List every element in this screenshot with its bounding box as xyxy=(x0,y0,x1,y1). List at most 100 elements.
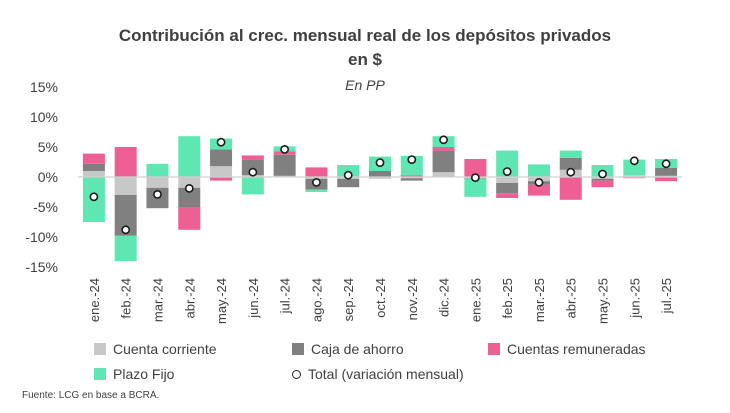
legend-label-remuneradas: Cuentas remuneradas xyxy=(507,341,646,357)
bar-segment xyxy=(146,177,169,188)
total-marker xyxy=(375,158,385,167)
x-tick-label: nov.-24 xyxy=(405,278,420,320)
legend-swatch-remuneradas xyxy=(488,343,500,355)
bar-segment xyxy=(432,172,455,177)
total-marker xyxy=(280,144,290,154)
x-tick-label: ene.-24 xyxy=(87,278,102,322)
bar-segment xyxy=(591,180,614,188)
bar-segment xyxy=(400,177,423,179)
total-marker xyxy=(629,156,639,166)
x-tick-label: sep.-24 xyxy=(341,278,356,321)
bar-segment xyxy=(655,177,678,182)
source-note: Fuente: LCG en base a BCRA. xyxy=(22,390,160,401)
chart-title-line2: en $ xyxy=(347,50,383,69)
bar-segment xyxy=(305,177,328,179)
total-marker xyxy=(598,169,607,179)
bar-segment xyxy=(210,166,233,177)
y-tick-label: -15% xyxy=(25,259,58,275)
total-marker xyxy=(534,177,544,187)
bar-segment xyxy=(623,177,646,179)
x-tick-label: may.-25 xyxy=(596,278,611,324)
bar-segment xyxy=(527,164,550,177)
bar-segment xyxy=(559,150,582,158)
y-tick-label: 0% xyxy=(38,169,58,185)
bar-segment xyxy=(369,171,391,177)
total-marker xyxy=(502,167,512,176)
legend-label-cuenta-corriente: Cuenta corriente xyxy=(113,341,217,357)
x-tick-label: feb.-25 xyxy=(500,278,515,318)
bar-segment xyxy=(496,150,519,177)
legend-swatch-caja-ahorro xyxy=(292,343,304,355)
total-marker xyxy=(184,183,194,193)
chart-subtitle: En PP xyxy=(345,77,385,93)
bar-segment xyxy=(432,150,455,173)
x-tick-label: abr.-25 xyxy=(564,278,579,318)
bar-segment xyxy=(559,177,582,200)
bar-segment xyxy=(82,153,105,164)
x-tick-label: jun.-24 xyxy=(246,278,261,319)
x-tick-label: jul.-24 xyxy=(278,278,293,314)
bar-segment xyxy=(432,147,455,151)
y-tick-label: 10% xyxy=(30,109,58,125)
x-tick-label: ene.-25 xyxy=(468,278,483,322)
bar-segment xyxy=(655,168,678,176)
bar-segment xyxy=(559,157,582,170)
bar-segment xyxy=(241,155,264,160)
bar-segment xyxy=(210,177,233,181)
bar-segment xyxy=(623,159,646,176)
bar-segment xyxy=(114,195,137,236)
bar-segment xyxy=(400,178,423,181)
x-tick-label: may.-24 xyxy=(214,278,229,324)
total-marker xyxy=(470,173,480,182)
bar-segment xyxy=(241,159,264,176)
bar-segment xyxy=(178,177,201,188)
total-marker xyxy=(407,155,417,164)
legend-label-total: Total (variación mensual) xyxy=(308,366,464,382)
legend-marker-total xyxy=(292,369,301,379)
y-tick-label: -5% xyxy=(33,199,58,215)
legend-cuenta-corriente: Cuenta corriente xyxy=(94,341,217,357)
bar-segment xyxy=(114,147,137,177)
bar-segment xyxy=(178,136,201,177)
y-tick-label: -10% xyxy=(25,229,58,245)
bar-segment xyxy=(400,156,423,176)
total-marker xyxy=(343,170,353,180)
bar-segment xyxy=(400,175,423,177)
total-marker xyxy=(153,189,162,199)
bar-segment xyxy=(527,184,550,196)
bar-segment xyxy=(337,178,360,188)
y-tick-label: 15% xyxy=(30,79,58,95)
total-marker xyxy=(216,137,226,147)
legend-caja-ahorro: Caja de ahorro xyxy=(292,341,404,357)
total-marker xyxy=(566,167,576,177)
bar-segment xyxy=(305,189,328,192)
bar-segment xyxy=(496,193,519,198)
total-marker xyxy=(89,192,99,202)
x-tick-label: abr.-24 xyxy=(182,278,197,318)
bar-segment xyxy=(178,207,201,230)
bar-segment xyxy=(305,167,328,177)
bar-segment xyxy=(146,163,169,177)
y-tick-label: 5% xyxy=(38,139,58,155)
x-tick-label: ago.-24 xyxy=(309,278,324,322)
bar-segment xyxy=(496,177,519,183)
total-marker xyxy=(121,225,131,235)
x-tick-label: jun.-25 xyxy=(627,278,642,319)
legend-swatch-cuenta-corriente xyxy=(94,343,106,355)
legend-plazo-fijo: Plazo Fijo xyxy=(94,366,174,382)
bar-segment xyxy=(178,187,201,207)
legend-remuneradas: Cuentas remuneradas xyxy=(488,341,646,357)
bar-segment xyxy=(210,149,233,167)
x-tick-label: feb.-24 xyxy=(119,278,134,318)
bar-segment xyxy=(273,154,296,176)
bar-segment xyxy=(464,178,487,197)
legend-label-caja-ahorro: Caja de ahorro xyxy=(311,341,404,357)
bar-segment xyxy=(114,177,137,195)
bar-segment xyxy=(464,159,487,177)
total-marker xyxy=(661,159,671,169)
x-tick-label: dic.-24 xyxy=(437,278,452,317)
bar-segment xyxy=(82,163,105,171)
chart-title: Contribución al crec. mensual real de lo… xyxy=(118,26,612,45)
bar-segment xyxy=(241,177,264,195)
